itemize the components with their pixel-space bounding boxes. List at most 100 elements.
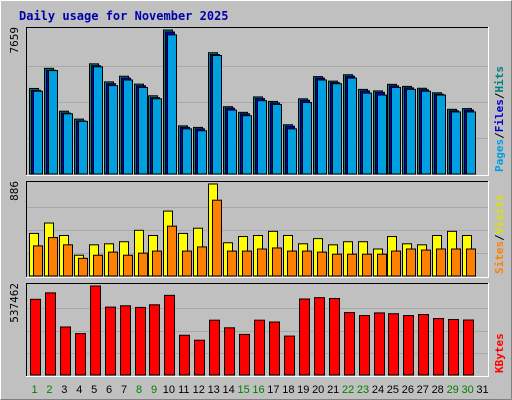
bar-pages-day-23 xyxy=(362,92,372,175)
x-tick-label-day-24: 24 xyxy=(372,384,384,396)
bar-pages-day-6 xyxy=(108,85,118,175)
bar-pages-day-9 xyxy=(152,98,162,175)
x-tick-label-day-13: 13 xyxy=(208,384,220,396)
panel-visits-sites: 886 Sites/Visits xyxy=(8,181,506,278)
legend-item: Files xyxy=(493,99,506,132)
bar-kbytes-day-23 xyxy=(359,315,370,376)
legend-item: Visits xyxy=(493,195,506,235)
bar-pages-day-17 xyxy=(272,103,282,175)
bar-sites-day-29 xyxy=(451,248,461,277)
bar-kbytes-day-8 xyxy=(135,306,146,376)
bar-pages-day-7 xyxy=(123,79,133,175)
legend-item: / xyxy=(493,234,506,241)
bar-sites-day-1 xyxy=(33,245,43,277)
x-tick-label-day-25: 25 xyxy=(387,384,399,396)
bar-kbytes-day-10 xyxy=(164,294,175,376)
bar-kbytes-day-17 xyxy=(269,321,280,376)
panel-kbytes: 537462 KBytes xyxy=(8,283,506,377)
x-tick-label-day-22: 22 xyxy=(342,384,354,396)
bar-sites-day-7 xyxy=(123,254,133,277)
x-tick-label-day-12: 12 xyxy=(193,384,205,396)
bar-kbytes-day-22 xyxy=(344,312,355,376)
panels-layer: 7659Pages/Files/Hits886Sites/Visits53746… xyxy=(8,27,506,377)
bar-pages-day-16 xyxy=(257,100,267,175)
bar-pages-day-27 xyxy=(421,90,431,175)
x-tick-label-day-21: 21 xyxy=(327,384,339,396)
bar-sites-day-18 xyxy=(287,250,297,277)
bar-pages-day-10 xyxy=(167,34,177,175)
x-axis-labels: 1 2 3 4 5 6 7 8 9 10 11 12 13 14 15 16 17 18 19 20 21 22 23 24 2… xyxy=(31,384,488,396)
x-tick-label-day-20: 20 xyxy=(312,384,324,396)
bar-sites-day-27 xyxy=(421,249,431,277)
bar-pages-day-19 xyxy=(302,102,312,175)
x-tick-label-day-16: 16 xyxy=(252,384,264,396)
x-tick-label-day-2: 2 xyxy=(46,384,52,396)
bar-pages-day-25 xyxy=(391,87,401,175)
x-tick-label-day-30: 30 xyxy=(461,384,473,396)
bar-kbytes-day-14 xyxy=(224,327,235,376)
bar-sites-day-9 xyxy=(152,250,162,277)
bar-kbytes-day-12 xyxy=(194,339,205,376)
bar-kbytes-day-26 xyxy=(403,315,414,376)
x-tick-label-day-17: 17 xyxy=(267,384,279,396)
bar-sites-day-8 xyxy=(138,252,148,277)
bar-kbytes-day-28 xyxy=(433,318,444,376)
bar-kbytes-day-4 xyxy=(75,333,86,376)
bar-pages-day-26 xyxy=(406,88,416,175)
x-tick-label-day-8: 8 xyxy=(136,384,142,396)
bar-pages-day-15 xyxy=(242,115,252,175)
bar-sites-day-13 xyxy=(212,199,222,277)
bar-pages-day-28 xyxy=(436,94,446,175)
bar-kbytes-day-24 xyxy=(374,312,385,376)
bar-kbytes-day-3 xyxy=(60,326,71,376)
bar-kbytes-day-19 xyxy=(299,298,310,376)
bar-pages-day-22 xyxy=(347,77,357,175)
bar-sites-day-16 xyxy=(257,248,267,277)
x-tick-label-day-10: 10 xyxy=(163,384,175,396)
bar-sites-day-10 xyxy=(167,225,177,277)
bar-sites-day-6 xyxy=(108,251,118,277)
x-tick-label-day-1: 1 xyxy=(31,384,37,396)
bar-sites-day-30 xyxy=(466,248,476,277)
x-tick-label-day-23: 23 xyxy=(357,384,369,396)
bar-sites-day-19 xyxy=(302,250,312,277)
bar-pages-day-18 xyxy=(287,128,297,175)
legend-item: Pages xyxy=(493,139,506,172)
legend-item: / xyxy=(493,132,506,139)
x-tick-label-day-14: 14 xyxy=(222,384,234,396)
bar-kbytes-day-7 xyxy=(120,305,131,376)
chart-title: Daily usage for November 2025 xyxy=(19,9,229,23)
bar-kbytes-day-9 xyxy=(149,304,160,376)
x-tick-label-day-7: 7 xyxy=(121,384,127,396)
x-tick-label-day-28: 28 xyxy=(432,384,444,396)
bar-sites-day-5 xyxy=(93,254,103,277)
bar-sites-day-3 xyxy=(63,244,73,277)
x-tick-label-day-9: 9 xyxy=(151,384,157,396)
bar-kbytes-day-6 xyxy=(105,306,116,376)
bar-sites-day-11 xyxy=(182,250,192,277)
bar-sites-day-21 xyxy=(332,253,342,277)
bar-kbytes-day-13 xyxy=(209,319,220,376)
legend-visits-sites: Sites/Visits xyxy=(493,195,506,275)
bar-sites-day-28 xyxy=(436,248,446,277)
x-tick-label-day-19: 19 xyxy=(297,384,309,396)
legend-item: KBytes xyxy=(493,333,506,373)
x-tick-label-day-29: 29 xyxy=(447,384,459,396)
y-max-label: 886 xyxy=(8,181,21,201)
x-tick-label-day-18: 18 xyxy=(282,384,294,396)
legend-kbytes: KBytes xyxy=(493,333,506,373)
x-tick-label-day-26: 26 xyxy=(402,384,414,396)
y-max-label: 7659 xyxy=(8,27,21,54)
legend-item: Sites xyxy=(493,241,506,274)
bar-sites-day-17 xyxy=(272,247,282,277)
bar-sites-day-25 xyxy=(391,250,401,277)
x-tick-label-day-15: 15 xyxy=(237,384,249,396)
bar-pages-day-8 xyxy=(138,87,148,175)
bar-kbytes-day-2 xyxy=(45,292,56,376)
bar-sites-day-22 xyxy=(347,253,357,277)
x-tick-label-day-31: 31 xyxy=(476,384,488,396)
bar-pages-day-21 xyxy=(332,83,342,175)
x-tick-label-day-5: 5 xyxy=(91,384,97,396)
bar-sites-day-12 xyxy=(197,246,207,277)
